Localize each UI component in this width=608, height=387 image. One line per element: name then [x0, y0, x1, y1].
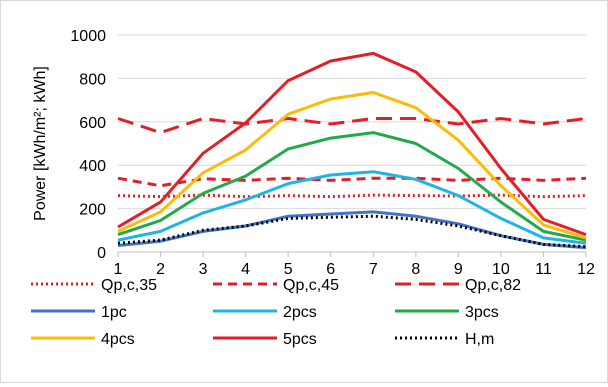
- legend-label: 5pcs: [283, 331, 317, 348]
- x-tick-label: 10: [492, 261, 510, 278]
- series-line-2pcs: [117, 170, 587, 245]
- x-tick-label: 4: [241, 261, 250, 278]
- x-tick-label: 5: [284, 261, 293, 278]
- series-line-4pcs: [117, 91, 587, 240]
- legend-label: Qp,c,35: [101, 277, 157, 294]
- series-line-5pcs: [117, 51, 587, 237]
- y-axis-title: Power [kWh/m²; kWh]: [32, 66, 49, 221]
- x-tick-label: 8: [411, 261, 420, 278]
- legend-label: 2pcs: [283, 304, 317, 321]
- series-lines: [117, 51, 587, 250]
- y-tick-label: 600: [79, 115, 106, 132]
- legend-label: Qp,c,45: [283, 277, 339, 294]
- legend-label: 4pcs: [101, 331, 135, 348]
- legend-label: Qp,c,82: [465, 277, 521, 294]
- legend-item: Qp,c,82: [395, 277, 521, 294]
- series-line-qp-c-35: [117, 193, 587, 199]
- legend-label: 1pc: [101, 304, 127, 321]
- x-tick-label: 2: [156, 261, 165, 278]
- x-tick-label: 11: [535, 261, 552, 278]
- legend-item: 2pcs: [213, 304, 317, 321]
- series-line-h-m: [117, 214, 587, 249]
- legend-label: H,m: [465, 331, 494, 348]
- series-line-1pc: [117, 210, 587, 250]
- x-tick-label: 7: [369, 261, 378, 278]
- gridlines: [118, 34, 586, 210]
- axes: [117, 251, 587, 257]
- legend: Qp,c,35 Qp,c,45 Qp,c,82 1pc 2pcs 3pcs 4pcs 5pcs…: [31, 277, 521, 348]
- x-tick-label: 12: [577, 261, 595, 278]
- legend-item: 3pcs: [395, 304, 499, 321]
- x-tick-label: 6: [326, 261, 335, 278]
- x-tick-label: 3: [199, 261, 208, 278]
- y-tick-label: 800: [79, 71, 106, 88]
- legend-label: 3pcs: [465, 304, 499, 321]
- y-tick-label: 1000: [70, 28, 106, 45]
- legend-item: Qp,c,45: [213, 277, 339, 294]
- series-line-qp-c-82: [117, 117, 587, 135]
- series-line-3pcs: [117, 131, 587, 242]
- y-tick-label: 400: [79, 158, 106, 175]
- legend-item: 1pc: [31, 304, 127, 321]
- x-tick-label: 9: [454, 261, 463, 278]
- y-tick-label: 200: [79, 202, 106, 219]
- legend-item: 4pcs: [31, 331, 135, 348]
- y-tick-label: 0: [97, 245, 106, 262]
- legend-item: 5pcs: [213, 331, 317, 348]
- x-tick-label: 1: [114, 261, 123, 278]
- legend-item: Qp,c,35: [31, 277, 157, 294]
- legend-item: H,m: [395, 331, 494, 348]
